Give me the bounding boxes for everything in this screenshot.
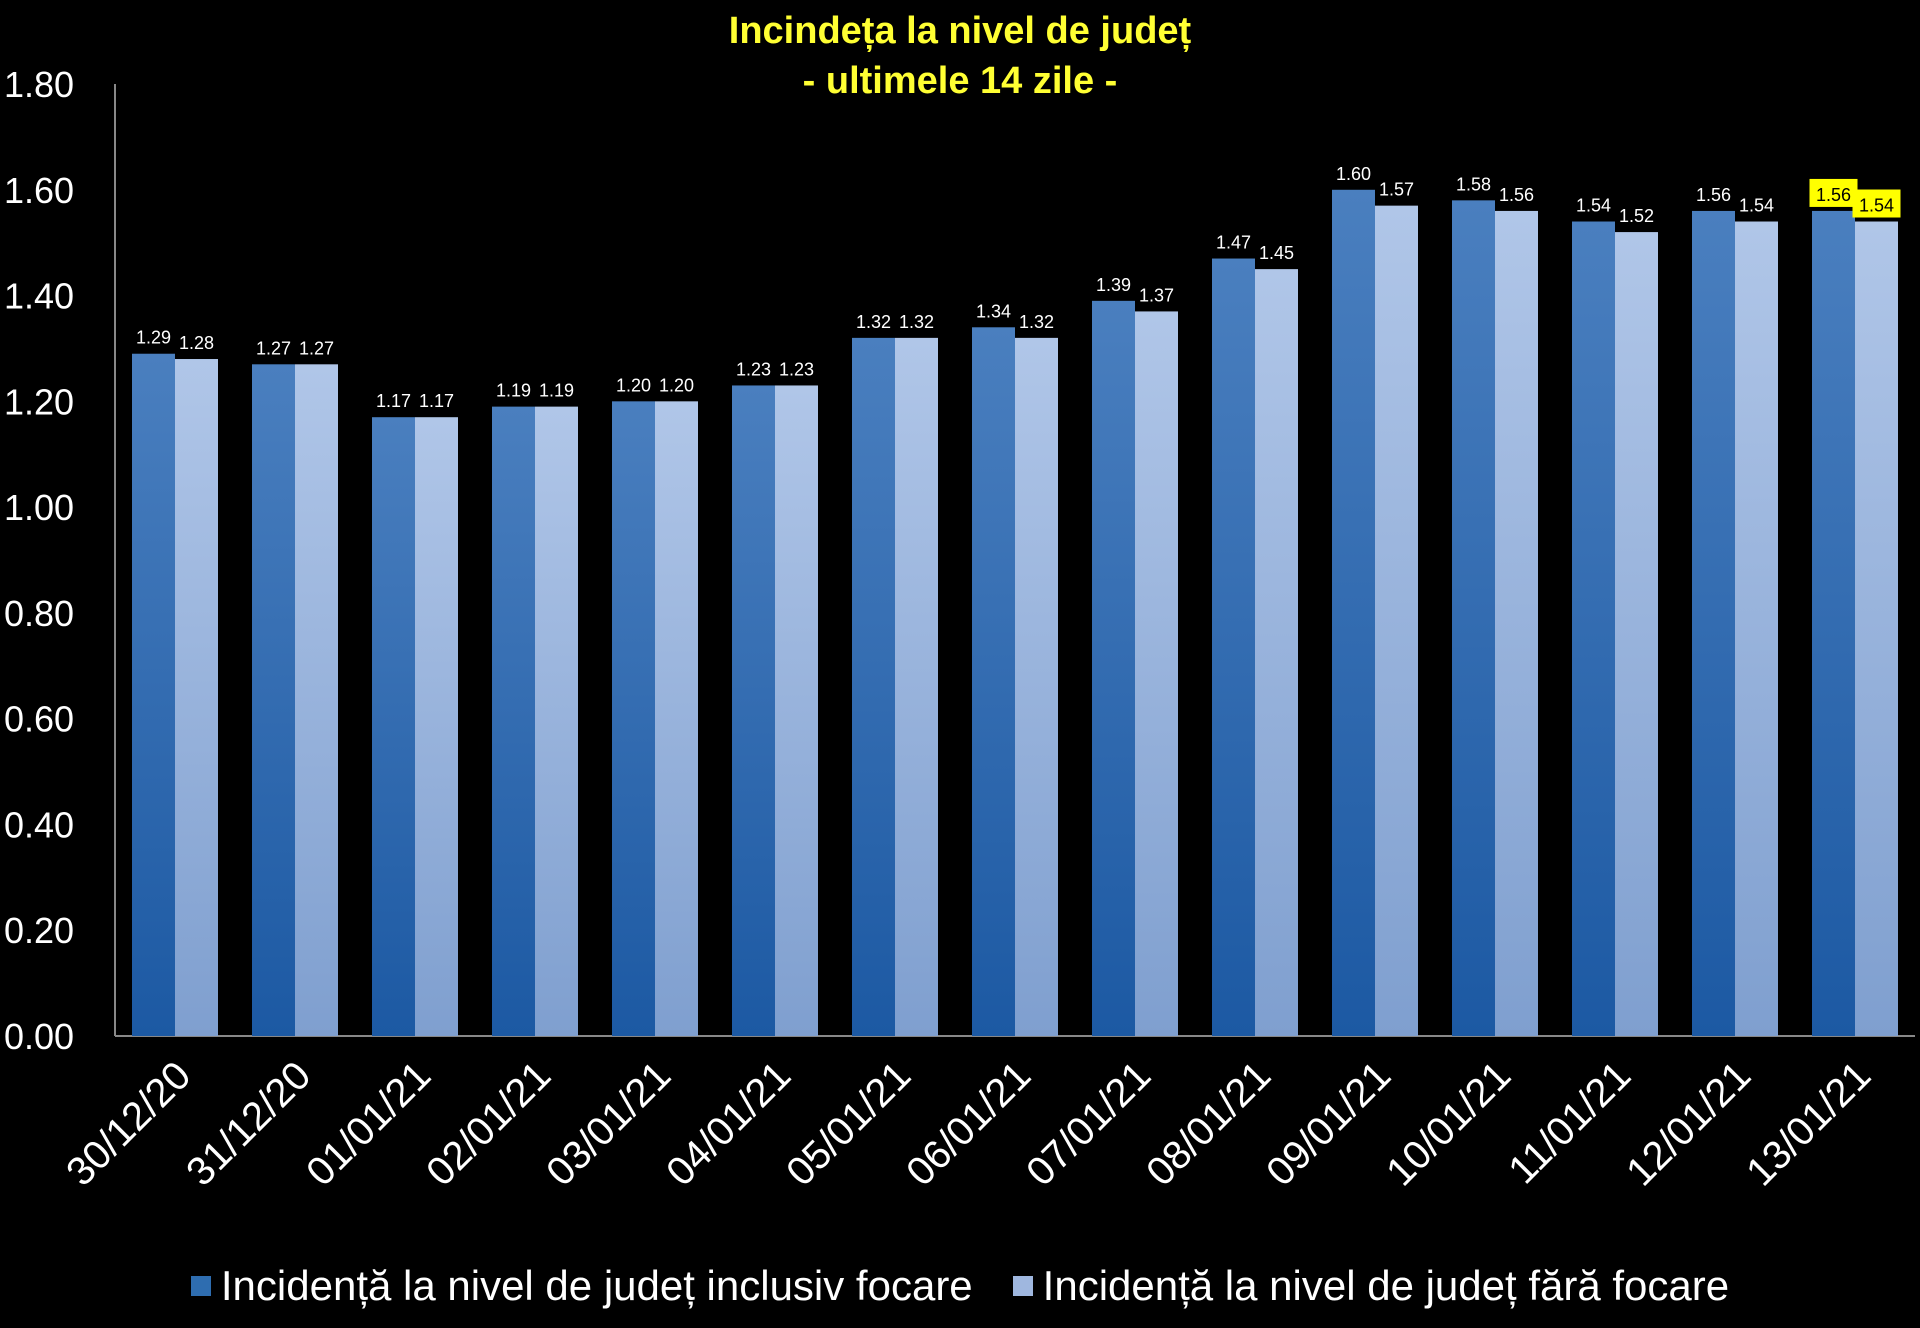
y-tick-label: 0.80 — [4, 593, 74, 634]
bar — [655, 401, 698, 1036]
x-tick-label: 11/01/21 — [1500, 1053, 1639, 1192]
bar — [1255, 269, 1298, 1037]
x-tick-label: 31/12/20 — [178, 1053, 319, 1194]
bar — [372, 417, 415, 1036]
data-label: 1.29 — [136, 328, 171, 348]
y-tick-label: 0.20 — [4, 910, 74, 951]
data-label: 1.19 — [539, 381, 574, 401]
legend-label: Incidență la nivel de județ fără focare — [1042, 1262, 1730, 1309]
data-label: 1.54 — [1859, 196, 1894, 216]
data-label-highlight — [1809, 178, 1858, 207]
bar — [1615, 232, 1658, 1037]
data-label: 1.52 — [1619, 206, 1654, 226]
data-label: 1.28 — [179, 333, 214, 353]
legend-label: Incidență la nivel de județ inclusiv foc… — [220, 1262, 973, 1309]
data-label: 1.47 — [1216, 233, 1251, 253]
y-tick-label: 1.60 — [4, 170, 74, 211]
data-label: 1.23 — [736, 359, 771, 379]
legend-swatch — [1012, 1276, 1033, 1296]
data-label: 1.17 — [419, 391, 454, 411]
data-label: 1.27 — [256, 338, 291, 358]
data-label: 1.54 — [1739, 196, 1774, 216]
bar — [1375, 205, 1418, 1037]
bar — [1092, 300, 1135, 1036]
chart-legend: Incidență la nivel de județ inclusiv foc… — [0, 1262, 1920, 1310]
bar — [1572, 221, 1615, 1036]
data-label: 1.27 — [299, 338, 334, 358]
bar — [295, 364, 338, 1036]
x-tick-label: 06/01/21 — [898, 1053, 1039, 1194]
data-label: 1.39 — [1096, 275, 1131, 295]
data-label: 1.56 — [1696, 185, 1731, 205]
y-tick-label: 0.00 — [4, 1016, 74, 1057]
bar — [1812, 210, 1855, 1036]
data-label: 1.56 — [1816, 185, 1851, 205]
bar — [132, 353, 175, 1036]
bar — [895, 337, 938, 1036]
x-tick-label: 13/01/21 — [1738, 1053, 1879, 1194]
data-label: 1.32 — [856, 312, 891, 332]
data-label: 1.37 — [1139, 285, 1174, 305]
x-tick-label: 30/12/20 — [58, 1053, 199, 1194]
x-tick-label: 10/01/21 — [1378, 1053, 1519, 1194]
data-label: 1.57 — [1379, 180, 1414, 200]
bar — [1735, 221, 1778, 1036]
x-tick-label: 09/01/21 — [1258, 1053, 1399, 1194]
data-label: 1.45 — [1259, 243, 1294, 263]
chart-subtitle: - ultimele 14 zile - — [802, 60, 1118, 102]
data-label: 1.32 — [1019, 312, 1054, 332]
x-tick-label: 03/01/21 — [538, 1053, 679, 1194]
y-tick-label: 0.40 — [4, 804, 74, 845]
bar — [1855, 221, 1898, 1036]
data-label: 1.20 — [659, 375, 694, 395]
data-label: 1.17 — [376, 391, 411, 411]
x-tick-label: 12/01/21 — [1618, 1053, 1759, 1194]
bar — [972, 327, 1015, 1036]
x-tick-label: 01/01/21 — [298, 1053, 439, 1194]
y-tick-label: 1.40 — [4, 276, 74, 317]
chart-title: Incindeța la nivel de județ — [728, 10, 1192, 52]
legend-item-inclusiv-focare: Incidență la nivel de județ inclusiv foc… — [190, 1262, 973, 1310]
data-label: 1.23 — [779, 359, 814, 379]
chart-plot: 0.00 0.20 0.40 0.60 0.80 1.00 1.20 1.40 1.60 1.80… — [4, 64, 1915, 1194]
data-label: 1.19 — [496, 381, 531, 401]
bar — [252, 364, 295, 1036]
data-label: 1.32 — [899, 312, 934, 332]
x-tick-label: 05/01/21 — [778, 1053, 919, 1194]
legend-item-fara-focare: Incidență la nivel de județ fără focare — [1012, 1262, 1730, 1310]
bar — [732, 385, 775, 1036]
bar — [1495, 210, 1538, 1036]
data-label: 1.20 — [616, 375, 651, 395]
bar — [1015, 337, 1058, 1036]
legend-swatch — [190, 1276, 211, 1296]
bar — [612, 401, 655, 1036]
y-tick-label: 1.00 — [4, 487, 74, 528]
data-label-highlight — [1852, 189, 1901, 218]
bar — [535, 406, 578, 1037]
bar — [852, 337, 895, 1036]
data-label: 1.54 — [1576, 196, 1611, 216]
bar — [775, 385, 818, 1036]
bar — [1212, 258, 1255, 1036]
data-label: 1.34 — [976, 301, 1011, 321]
data-label: 1.58 — [1456, 174, 1491, 194]
bar — [1452, 200, 1495, 1036]
bar — [492, 406, 535, 1037]
bar — [1332, 189, 1375, 1036]
bar — [175, 359, 218, 1036]
x-tick-label: 04/01/21 — [658, 1053, 799, 1194]
bar — [1692, 210, 1735, 1036]
x-tick-label: 02/01/21 — [418, 1053, 559, 1194]
bar — [415, 417, 458, 1036]
x-tick-label: 08/01/21 — [1138, 1053, 1279, 1194]
y-tick-label: 1.20 — [4, 381, 74, 422]
data-label: 1.60 — [1336, 164, 1371, 184]
y-tick-label: 0.60 — [4, 699, 74, 740]
y-tick-label: 1.80 — [4, 64, 74, 105]
data-label: 1.56 — [1499, 185, 1534, 205]
bar — [1135, 311, 1178, 1036]
x-tick-label: 07/01/21 — [1018, 1053, 1159, 1194]
